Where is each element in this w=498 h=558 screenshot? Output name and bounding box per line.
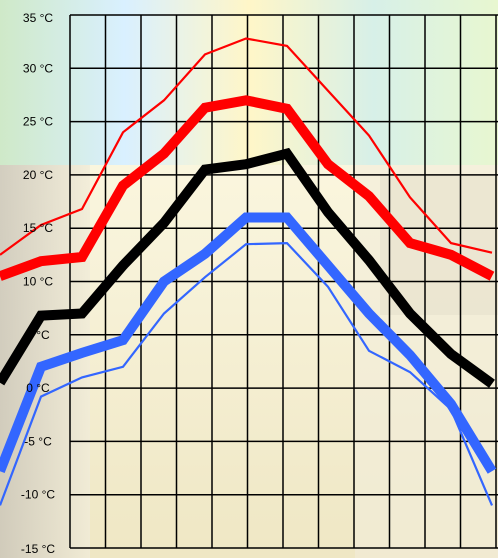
series-line-2: [0, 95, 495, 281]
series-line-4: [0, 212, 497, 474]
y-tick-label: 20 °C: [23, 168, 53, 182]
y-tick-label: -10 °C: [21, 488, 55, 502]
y-tick-label: 30 °C: [23, 61, 53, 75]
series-line-1: [0, 37, 493, 256]
y-tick-label: 10 °C: [23, 275, 53, 289]
series-line-3: [0, 147, 495, 388]
y-tick-label: 5 °C: [26, 328, 50, 342]
y-tick-label: 0 °C: [26, 381, 50, 395]
y-tick-label: 35 °C: [23, 11, 53, 25]
series-lines: [0, 37, 497, 506]
y-tick-label: -15 °C: [21, 542, 55, 556]
y-tick-label: -5 °C: [24, 434, 52, 448]
y-tick-label: 25 °C: [23, 115, 53, 129]
y-axis-tick-labels: 35 °C 30 °C 25 °C 20 °C 15 °C 10 °C 5 °C 0 °C -5…: [21, 11, 55, 556]
y-tick-label: 15 °C: [23, 221, 53, 235]
series-line-5: [0, 241, 494, 506]
